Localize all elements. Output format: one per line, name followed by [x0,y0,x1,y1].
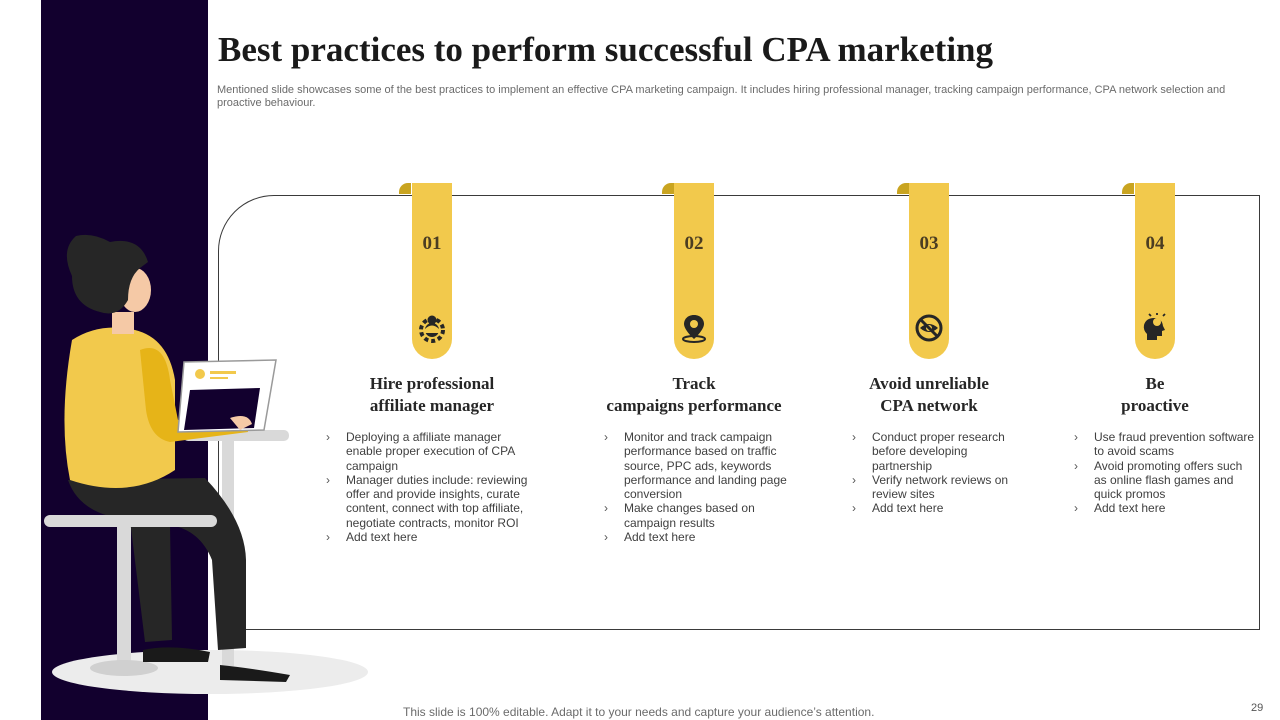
card-bullets: Deploying a affiliate manager enable pro… [326,430,536,545]
card-number: 01 [422,233,442,254]
bullet-item: Add text here [326,530,536,545]
bullet-item: Add text here [1074,501,1256,516]
card-bullets: Monitor and track campaign performance b… [604,430,794,545]
content-frame [218,195,1260,630]
number-ribbon: 03 [909,183,949,359]
bullet-item: Monitor and track campaign performance b… [604,430,794,501]
card-title: Be proactive [1121,374,1189,415]
bullet-item: Make changes based on campaign results [604,501,794,530]
bullet-item: Manager duties include: reviewing offer … [326,473,536,530]
card-title: Avoid unreliable CPA network [869,374,989,415]
card-number: 04 [1145,233,1165,254]
manager-gear-icon [419,315,445,343]
bullet-item: Use fraud prevention software to avoid s… [1074,430,1256,459]
head-lightbulb-icon [1143,313,1166,340]
number-ribbon: 04 [1135,183,1175,359]
footer-note: This slide is 100% editable. Adapt it to… [403,705,875,719]
ribbon-fold [897,183,909,194]
ribbon-fold [1122,183,1134,194]
card-title: Track campaigns performance [606,374,782,415]
card-bullets: Use fraud prevention software to avoid s… [1074,430,1256,516]
page-number: 29 [1251,702,1264,714]
number-ribbon: 01 [412,183,452,359]
card-bullets: Conduct proper research before developin… [852,430,1022,516]
slide-title: Best practices to perform successful CPA… [218,30,994,69]
slide-subtitle: Mentioned slide showcases some of the be… [217,84,1226,109]
ribbon-fold [399,183,411,194]
bullet-item: Deploying a affiliate manager enable pro… [326,430,536,473]
card-number: 03 [919,233,939,254]
bullet-item: Add text here [604,530,794,545]
number-ribbon: 02 [674,183,714,359]
card-number: 02 [684,233,704,254]
bullet-item: Add text here [852,501,1022,516]
bullet-item: Avoid promoting offers such as online fl… [1074,459,1256,502]
ribbon-fold [662,183,674,194]
side-band [41,0,208,720]
shoe-right [220,665,290,682]
hidden-eye-icon [915,314,943,342]
bullet-item: Verify network reviews on review sites [852,473,1022,502]
card-title: Hire professional affiliate manager [369,374,495,415]
bullet-item: Conduct proper research before developin… [852,430,1022,473]
location-pin-icon [682,315,706,343]
